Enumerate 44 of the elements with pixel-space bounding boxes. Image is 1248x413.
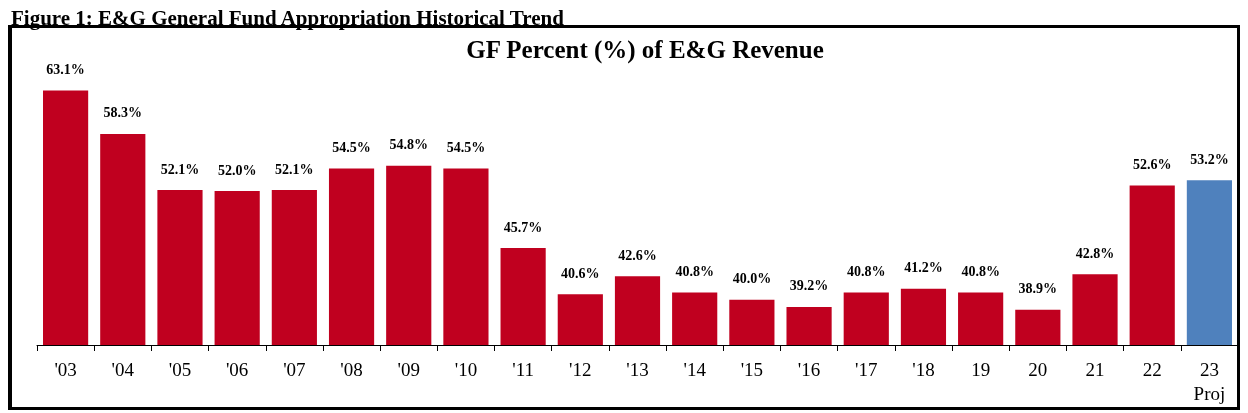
x-tick-label: '06 bbox=[225, 358, 249, 380]
x-tick-label: '14 bbox=[683, 358, 707, 380]
data-label: 42.8% bbox=[1075, 245, 1115, 261]
data-label: 58.3% bbox=[103, 105, 143, 121]
x-tick-label: '18 bbox=[912, 358, 935, 380]
data-label: 40.6% bbox=[561, 265, 600, 281]
data-label: 52.6% bbox=[1132, 157, 1172, 173]
x-tick-label: '13 bbox=[626, 358, 649, 380]
x-tick-label: '11 bbox=[512, 358, 534, 380]
x-tick-label: '08 bbox=[340, 358, 363, 380]
data-label: 40.8% bbox=[847, 263, 886, 279]
chart-title: GF Percent (%) of E&G Revenue bbox=[466, 36, 824, 64]
data-label: 40.8% bbox=[961, 263, 1000, 279]
x-tick-label: '04 bbox=[111, 358, 135, 380]
x-tick-label: '15 bbox=[740, 358, 764, 380]
x-tick-label: '05 bbox=[168, 358, 192, 380]
x-tick-label: 21 bbox=[1085, 358, 1105, 380]
x-tick-label: '12 bbox=[569, 358, 592, 380]
data-label: 52.1% bbox=[160, 161, 200, 177]
data-label: 52.1% bbox=[275, 161, 314, 177]
data-label: 40.0% bbox=[732, 271, 772, 287]
x-tick-label: '16 bbox=[797, 358, 821, 380]
x-tick-label: '09 bbox=[397, 358, 420, 380]
x-tick-label: 19 bbox=[971, 358, 991, 380]
data-label: 39.2% bbox=[789, 278, 829, 294]
x-tick-label: '10 bbox=[454, 358, 478, 380]
data-label: 54.5% bbox=[446, 139, 486, 155]
data-label: 63.1% bbox=[46, 61, 85, 77]
x-tick-label: 22 bbox=[1142, 358, 1162, 380]
data-label: 42.6% bbox=[618, 247, 657, 263]
data-label: 54.8% bbox=[389, 137, 428, 153]
data-label: 41.2% bbox=[904, 260, 943, 276]
data-label: 54.5% bbox=[332, 139, 371, 155]
data-label: 53.2% bbox=[1190, 151, 1229, 167]
data-label: 38.9% bbox=[1018, 281, 1058, 297]
x-tick-label: '17 bbox=[855, 358, 878, 380]
x-tick-label: '07 bbox=[283, 358, 306, 380]
data-label: 52.0% bbox=[217, 162, 257, 178]
x-tick-label: 23 Proj bbox=[1193, 358, 1226, 404]
x-tick-label: '03 bbox=[54, 358, 77, 380]
annotation: Figure 1: E&G General Fund Appropriation Historical Trend bbox=[11, 5, 565, 30]
data-label: 45.7% bbox=[503, 219, 543, 235]
x-tick-label: 20 bbox=[1028, 358, 1048, 380]
data-label: 40.8% bbox=[675, 263, 714, 279]
